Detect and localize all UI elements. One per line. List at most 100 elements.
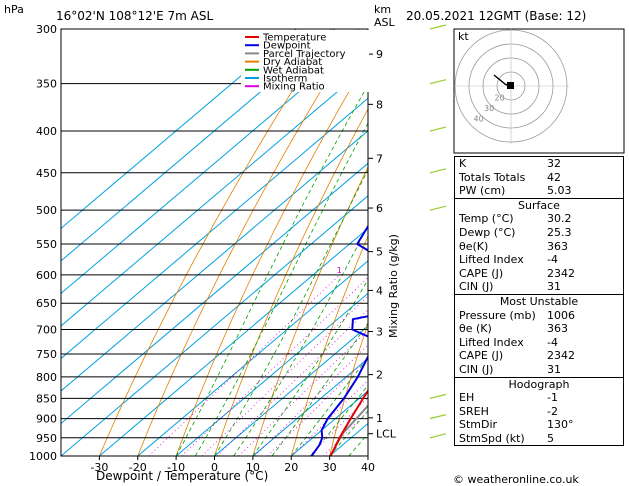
wet-adiabat-line	[329, 410, 368, 456]
index-label: StmDir	[459, 418, 498, 432]
pressure-tick-label: 600	[36, 269, 57, 282]
isotherm-line	[61, 32, 368, 295]
index-label: CIN (J)	[459, 362, 494, 376]
index-row: K 32	[455, 157, 623, 171]
wet-adiabat-line	[194, 122, 368, 456]
index-value: 5	[547, 431, 554, 445]
mixing-ratio-label: 6	[422, 266, 427, 275]
mixing-ratio-line	[148, 274, 341, 456]
x-tick-label: 10	[246, 461, 260, 474]
datetime-title: 20.05.2021 12GMT (Base: 12)	[406, 9, 586, 23]
pressure-tick-label: 350	[36, 78, 57, 91]
isotherm-line	[214, 325, 368, 456]
legend-entry: Wet Adiabat	[263, 65, 324, 76]
index-label: CAPE (J)	[459, 266, 504, 280]
index-value: 363	[547, 322, 568, 336]
index-label: Temp (°C)	[459, 212, 514, 226]
pressure-tick-label: 900	[36, 413, 57, 426]
surface-box: Surface Temp (°C) 30.2 Dewp (°C) 25.3 θe(K) 3…	[454, 198, 624, 295]
pressure-tick-label: 800	[36, 371, 57, 384]
legend-entry: Parcel Trajectory	[263, 49, 346, 60]
index-row: Dewp (°C) 25.3	[455, 226, 623, 240]
mixing-ratio-label: 4	[401, 266, 406, 275]
mixing-ratio-label: 2	[368, 266, 373, 275]
axes: -30 -20 -10 0 10 20 30 40 9 8 7 6 5 4 3 2 1 LCL	[90, 48, 396, 474]
index-row: Temp (°C) 30.2	[455, 212, 623, 226]
isotherm-line	[61, 162, 368, 425]
wind-barbs	[429, 24, 447, 439]
dry-adiabat-line	[290, 235, 368, 456]
pressure-unit: hPa	[4, 3, 24, 16]
height-tick-label: 1	[376, 412, 383, 425]
x-tick-label: 30	[323, 461, 337, 474]
isotherm-line	[61, 195, 368, 456]
index-label: PW (cm)	[459, 184, 506, 198]
dry-adiabat-line	[329, 322, 368, 456]
x-tick-label: 40	[361, 461, 375, 474]
location-title: 16°02'N 108°12'E 7m ASL	[56, 9, 213, 23]
wind-barb	[429, 414, 447, 420]
index-row: EH -1	[455, 391, 623, 405]
footer-credit: © weatheronline.co.uk	[453, 473, 579, 486]
x-tick-label: -10	[167, 461, 185, 474]
index-value: 42	[547, 170, 561, 184]
isotherm-line	[61, 65, 368, 327]
mixing-ratio-line	[181, 277, 368, 456]
index-value: -1	[547, 391, 558, 405]
pressure-tick-label: 400	[36, 125, 57, 138]
isotherm-line	[175, 292, 368, 456]
index-value: 363	[547, 239, 568, 253]
indices-box: K 32 Totals Totals 42 PW (cm) 5.03	[454, 156, 624, 199]
dry-adiabat-line	[214, 108, 368, 456]
most-unstable-title: Most Unstable	[499, 294, 579, 308]
pressure-tick-label: 550	[36, 238, 57, 251]
height-tick-label: 9	[376, 48, 383, 61]
hodograph-ring-label: 20	[495, 94, 505, 103]
pressure-tick-label: 1000	[29, 450, 57, 463]
wind-barb	[429, 79, 447, 85]
index-row: Totals Totals 42	[455, 171, 623, 185]
wind-barb	[429, 168, 447, 174]
storm-motion-marker	[507, 82, 514, 89]
isotherm-line	[61, 29, 297, 230]
index-value: 1006	[547, 308, 575, 322]
index-row: Pressure (mb) 1006	[455, 309, 623, 323]
hodograph-unit: kt	[458, 30, 469, 43]
dry-adiabat-line	[99, 29, 332, 456]
index-label: Lifted Index	[459, 253, 524, 267]
pressure-tick-label: 850	[36, 392, 57, 405]
index-row: CIN (J) 31	[455, 280, 623, 294]
index-label: θe(K)	[459, 239, 489, 253]
wind-barb	[429, 433, 447, 439]
mixing-ratio-axis-label: Mixing Ratio (g/kg)	[387, 234, 400, 338]
wind-barb	[429, 24, 447, 30]
x-tick-label: -20	[129, 461, 147, 474]
index-row: Lifted Index -4	[455, 336, 623, 350]
legend-entry: Temperature	[262, 33, 326, 44]
hodograph-ring-label: 40	[474, 115, 484, 124]
index-row: θe(K) 363	[455, 240, 623, 254]
index-label: Pressure (mb)	[459, 308, 536, 322]
x-tick-label: 20	[284, 461, 298, 474]
x-axis-label: Dewpoint / Temperature (°C)	[96, 469, 268, 483]
index-row: StmDir 130°	[455, 418, 623, 432]
temperature-line	[329, 388, 368, 456]
mixing-ratio-label: 8	[437, 266, 442, 275]
pressure-tick-label: 650	[36, 297, 57, 310]
parcel-trajectory-line	[329, 404, 368, 456]
isotherm-line	[61, 130, 368, 392]
legend-entry: Mixing Ratio	[263, 82, 325, 93]
dry-adiabat-line	[175, 58, 368, 456]
index-value: -2	[547, 404, 558, 418]
index-label: Totals Totals	[459, 170, 526, 184]
isotherm-line	[99, 227, 368, 456]
index-row: CAPE (J) 2342	[455, 267, 623, 281]
legend-entry: Isotherm	[263, 74, 307, 85]
index-label: StmSpd (kt)	[459, 431, 525, 445]
index-label: EH	[459, 391, 475, 405]
x-tick-label: -30	[90, 461, 108, 474]
height-tick-label: LCL	[376, 428, 397, 441]
